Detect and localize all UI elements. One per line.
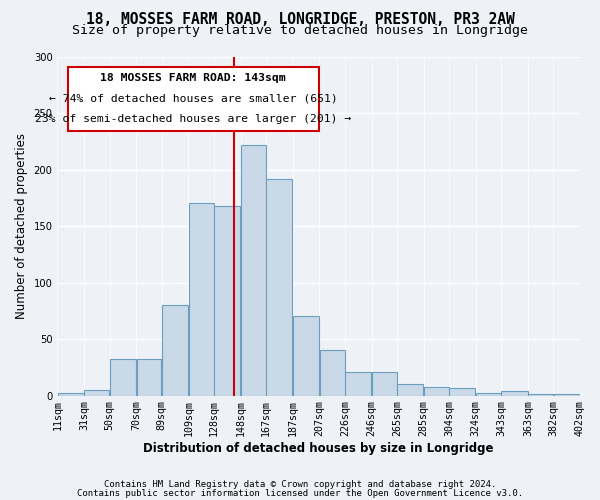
Text: Contains public sector information licensed under the Open Government Licence v3: Contains public sector information licen… <box>77 488 523 498</box>
Bar <box>110 360 136 396</box>
Text: Size of property relative to detached houses in Longridge: Size of property relative to detached ho… <box>72 24 528 37</box>
X-axis label: Distribution of detached houses by size in Longridge: Distribution of detached houses by size … <box>143 442 494 455</box>
Text: 23% of semi-detached houses are larger (201) →: 23% of semi-detached houses are larger (… <box>35 114 352 124</box>
Bar <box>397 384 424 396</box>
Bar <box>502 391 527 396</box>
Text: 18, MOSSES FARM ROAD, LONGRIDGE, PRESTON, PR3 2AW: 18, MOSSES FARM ROAD, LONGRIDGE, PRESTON… <box>86 12 514 26</box>
Bar <box>58 394 84 396</box>
Bar <box>554 394 580 396</box>
Text: Contains HM Land Registry data © Crown copyright and database right 2024.: Contains HM Land Registry data © Crown c… <box>104 480 496 489</box>
Bar <box>345 372 371 396</box>
Bar <box>449 388 475 396</box>
FancyBboxPatch shape <box>68 66 319 131</box>
Bar <box>241 144 266 396</box>
Bar <box>214 206 240 396</box>
Bar <box>372 372 397 396</box>
Bar <box>293 316 319 396</box>
Text: 18 MOSSES FARM ROAD: 143sqm: 18 MOSSES FARM ROAD: 143sqm <box>100 74 286 84</box>
Y-axis label: Number of detached properties: Number of detached properties <box>15 133 28 319</box>
Bar <box>162 305 188 396</box>
Bar <box>137 360 161 396</box>
Bar <box>320 350 344 396</box>
Bar <box>424 386 449 396</box>
Bar <box>528 394 553 396</box>
Bar <box>266 178 292 396</box>
Text: ← 74% of detached houses are smaller (651): ← 74% of detached houses are smaller (65… <box>49 94 338 104</box>
Bar <box>188 204 214 396</box>
Bar <box>85 390 109 396</box>
Bar <box>476 394 501 396</box>
